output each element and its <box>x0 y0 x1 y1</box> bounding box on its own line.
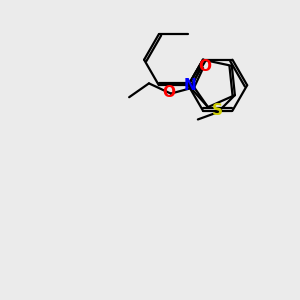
Text: O: O <box>162 85 175 100</box>
Text: S: S <box>212 103 223 118</box>
Text: O: O <box>199 59 212 74</box>
Text: N: N <box>184 78 197 93</box>
